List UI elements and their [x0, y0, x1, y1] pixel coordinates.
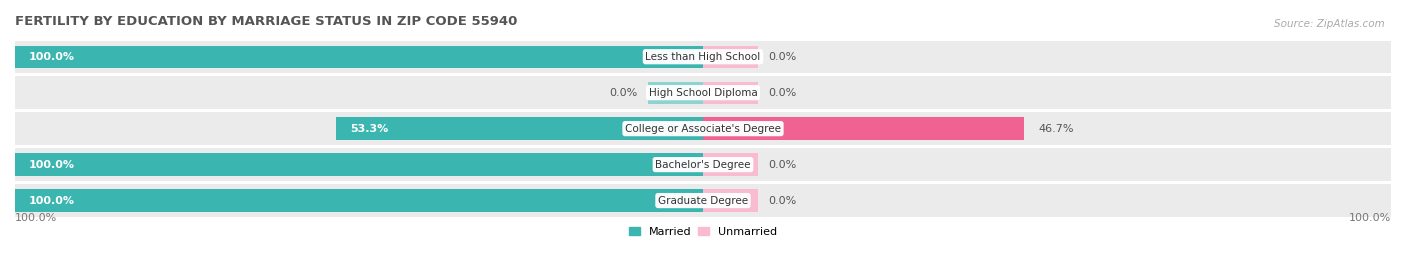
- Bar: [15, 76, 1391, 109]
- Text: 0.0%: 0.0%: [609, 88, 638, 98]
- Bar: [15, 112, 1391, 145]
- Legend: Married, Unmarried: Married, Unmarried: [624, 222, 782, 241]
- Bar: [703, 45, 758, 68]
- Text: 100.0%: 100.0%: [28, 196, 75, 206]
- Bar: [15, 153, 703, 176]
- Text: 0.0%: 0.0%: [768, 196, 797, 206]
- Text: 100.0%: 100.0%: [1348, 213, 1391, 223]
- Bar: [15, 184, 1391, 217]
- Text: 0.0%: 0.0%: [768, 52, 797, 62]
- Text: High School Diploma: High School Diploma: [648, 88, 758, 98]
- Text: Graduate Degree: Graduate Degree: [658, 196, 748, 206]
- Bar: [336, 118, 703, 140]
- Text: Bachelor's Degree: Bachelor's Degree: [655, 160, 751, 169]
- Text: Source: ZipAtlas.com: Source: ZipAtlas.com: [1274, 19, 1385, 29]
- Bar: [648, 82, 703, 104]
- Bar: [15, 189, 703, 212]
- Text: 53.3%: 53.3%: [350, 124, 388, 134]
- Text: 46.7%: 46.7%: [1038, 124, 1074, 134]
- Text: College or Associate's Degree: College or Associate's Degree: [626, 124, 780, 134]
- Text: 100.0%: 100.0%: [28, 160, 75, 169]
- Bar: [15, 41, 1391, 73]
- Text: 0.0%: 0.0%: [768, 160, 797, 169]
- Text: 0.0%: 0.0%: [768, 88, 797, 98]
- Text: FERTILITY BY EDUCATION BY MARRIAGE STATUS IN ZIP CODE 55940: FERTILITY BY EDUCATION BY MARRIAGE STATU…: [15, 15, 517, 28]
- Text: Less than High School: Less than High School: [645, 52, 761, 62]
- Bar: [15, 45, 703, 68]
- Text: 100.0%: 100.0%: [28, 52, 75, 62]
- Text: 100.0%: 100.0%: [15, 213, 58, 223]
- Bar: [703, 189, 758, 212]
- Bar: [703, 153, 758, 176]
- Bar: [703, 118, 1025, 140]
- Bar: [703, 82, 758, 104]
- Bar: [15, 148, 1391, 181]
